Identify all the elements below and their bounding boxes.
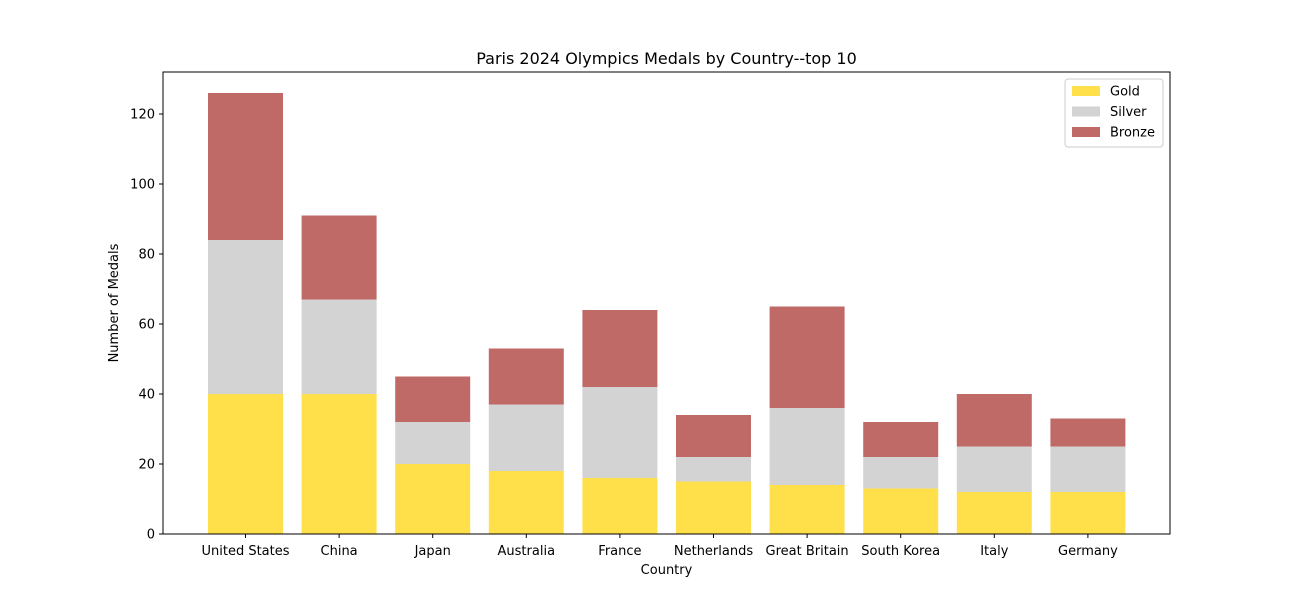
legend: Gold Silver Bronze	[1064, 78, 1164, 148]
y-tick-label: 100	[130, 178, 155, 193]
bar-silver	[956, 446, 1032, 492]
bar-bronze	[1050, 418, 1126, 447]
legend-swatch-gold	[1072, 86, 1100, 96]
x-tick-label: Italy	[980, 544, 1009, 559]
y-tick-label: 120	[130, 108, 155, 123]
x-tick-label: Netherlands	[674, 544, 753, 559]
bar-gold	[769, 485, 845, 534]
legend-label-silver: Silver	[1110, 105, 1147, 120]
y-tick-label: 40	[138, 388, 155, 403]
bar-silver	[582, 387, 658, 478]
bar-silver	[395, 422, 471, 464]
bar-gold	[208, 394, 283, 534]
bar-silver	[488, 404, 564, 471]
y-tick-label: 80	[138, 248, 155, 263]
bar-gold	[488, 471, 564, 534]
chart-title: Paris 2024 Olympics Medals by Country--t…	[476, 49, 857, 68]
y-axis: 0 20 40 60 80 100 120	[130, 108, 163, 543]
bar-gold	[956, 492, 1032, 534]
bar-silver	[676, 457, 751, 482]
bar-gold	[301, 394, 377, 534]
bar-bronze	[395, 376, 471, 422]
bar-silver	[863, 457, 939, 489]
x-tick-label: Australia	[498, 544, 556, 559]
bar-gold	[676, 481, 751, 534]
legend-swatch-bronze	[1072, 127, 1100, 137]
x-tick-label: Great Britain	[766, 544, 849, 559]
legend-swatch-silver	[1072, 106, 1100, 117]
bar-bronze	[863, 422, 939, 457]
y-axis-label: Number of Medals	[107, 243, 122, 362]
bar-silver	[769, 408, 845, 485]
x-tick-label: South Korea	[861, 544, 940, 559]
x-axis: United States China Japan Australia France Ne…	[201, 534, 1118, 559]
x-tick-label: France	[598, 544, 641, 559]
bar-bronze	[676, 415, 751, 457]
plot-frame	[162, 71, 1171, 535]
bar-bronze	[208, 93, 283, 240]
y-tick-label: 20	[138, 458, 155, 473]
bars-layer	[208, 93, 1126, 534]
x-tick-label: Germany	[1058, 544, 1118, 559]
bar-gold	[1050, 492, 1126, 534]
bar-silver	[301, 299, 377, 394]
bar-bronze	[301, 215, 377, 300]
x-tick-label: United States	[201, 544, 289, 559]
legend-label-gold: Gold	[1110, 85, 1140, 100]
bar-gold	[863, 488, 939, 534]
bar-bronze	[582, 310, 658, 387]
x-axis-label: Country	[641, 563, 693, 578]
bar-bronze	[956, 394, 1032, 447]
y-tick-label: 60	[138, 318, 155, 333]
bar-bronze	[769, 306, 845, 408]
x-tick-label: Japan	[414, 544, 451, 559]
bar-gold	[582, 478, 658, 534]
bar-silver	[1050, 446, 1126, 492]
y-tick-label: 0	[147, 528, 155, 543]
bar-silver	[208, 240, 283, 394]
x-tick-label: China	[321, 544, 358, 559]
legend-label-bronze: Bronze	[1110, 126, 1155, 141]
bar-gold	[395, 464, 471, 534]
bar-bronze	[488, 348, 564, 405]
